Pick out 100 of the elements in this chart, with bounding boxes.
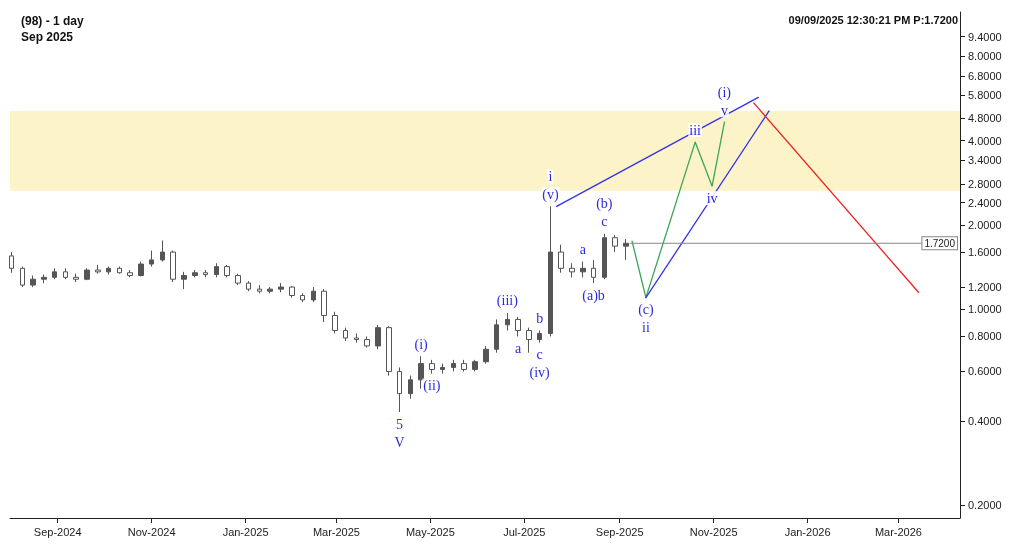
annotation: (i) — [717, 84, 732, 101]
candlestick — [375, 324, 381, 350]
text: Sep 2025 — [21, 30, 74, 44]
candlestick — [20, 266, 25, 288]
candlestick — [214, 262, 219, 278]
candlestick — [580, 261, 586, 278]
candlestick — [343, 327, 348, 342]
annotation: c — [601, 214, 608, 230]
candlestick — [440, 363, 445, 374]
annotation: ii — [642, 320, 650, 336]
candlestick — [494, 318, 499, 354]
x-tick-label: Sep-2025 — [595, 525, 644, 538]
x-tick-label: Mar-2026 — [874, 525, 922, 538]
candlestick — [170, 250, 176, 283]
candlestick — [397, 366, 402, 413]
candlestick — [483, 345, 489, 365]
candlestick — [386, 325, 392, 377]
candlestick — [84, 267, 90, 281]
candlestick — [192, 269, 198, 278]
candlestick — [300, 292, 305, 303]
y-tick-label: 4.8000 — [968, 112, 1002, 125]
candlestick — [602, 233, 607, 280]
candlestick — [181, 271, 187, 290]
x-tick-label: Jan-2025 — [222, 525, 269, 538]
candlestick — [526, 327, 532, 354]
x-tick-label: Sep-2024 — [33, 525, 82, 538]
x-tick-label: May-2025 — [405, 525, 455, 538]
line-series — [631, 121, 726, 299]
annotation: b — [536, 311, 544, 326]
candlestick — [267, 286, 273, 294]
y-tick-label: 8.0000 — [968, 50, 1002, 63]
candlestick — [537, 330, 542, 344]
annotation: 1.7200 — [924, 237, 956, 249]
annotation: a — [579, 242, 587, 258]
candlestick — [311, 286, 316, 303]
candlestick — [138, 261, 144, 277]
y-tick-label: 9.4000 — [968, 30, 1002, 43]
annotation: (b) — [596, 196, 613, 213]
candlestick — [106, 266, 111, 276]
candlestick — [418, 355, 424, 390]
candlestick — [321, 288, 327, 323]
x-tick-label: Mar-2025 — [312, 525, 360, 538]
candlestick — [408, 375, 413, 400]
candlestick — [515, 316, 521, 337]
candlestick — [257, 284, 262, 294]
x-tick-label: Nov-2025 — [689, 525, 738, 538]
chart-title: (98) - 1 day — [21, 14, 85, 28]
annotation: (iv) — [529, 365, 551, 382]
candlestick — [289, 285, 295, 299]
y-tick-label: 5.8000 — [968, 89, 1002, 102]
candlestick — [224, 264, 230, 278]
candlestick — [160, 239, 165, 263]
candlestick — [612, 234, 618, 253]
annotation: c — [536, 347, 543, 363]
candlestick — [246, 280, 251, 292]
candlestick — [451, 359, 456, 372]
candlestick — [117, 266, 122, 275]
y-tick-label: 6.8000 — [968, 69, 1002, 82]
annotation: iii — [689, 122, 702, 138]
candlestick — [203, 269, 208, 278]
y-tick-label: 2.4000 — [968, 196, 1002, 209]
candlestick — [149, 250, 154, 268]
candlestick — [429, 359, 435, 374]
y-tick-label: 0.8000 — [968, 330, 1002, 343]
annotation: (i) — [414, 336, 429, 353]
candlestick — [505, 312, 510, 331]
annotation: 5 — [396, 416, 404, 432]
x-tick-label: Nov-2024 — [127, 525, 176, 538]
annotation: v — [720, 102, 728, 118]
candlestick — [127, 269, 133, 278]
y-tick-label: 1.6000 — [968, 246, 1002, 259]
candlestick — [41, 274, 47, 284]
annotation: (iii) — [496, 293, 519, 310]
candlestick — [9, 251, 14, 274]
y-tick-label: 0.4000 — [968, 414, 1002, 427]
candlestick — [364, 335, 370, 349]
candlestick — [73, 273, 79, 283]
x-tick-label: Jul-2025 — [503, 525, 546, 538]
annotation: (v) — [542, 186, 559, 203]
candlestick — [52, 267, 57, 280]
candlestick — [354, 332, 359, 344]
candlestick — [558, 244, 564, 274]
candlestick — [30, 274, 36, 288]
candlestick — [472, 359, 478, 372]
candlestick — [548, 205, 553, 337]
y-tick-label: 4.0000 — [968, 134, 1002, 147]
candlestick — [623, 238, 629, 261]
annotation: V — [394, 434, 405, 450]
annotation: a — [514, 340, 522, 356]
candlestick — [278, 282, 284, 293]
y-tick-label: 0.2000 — [968, 499, 1002, 512]
candlestick — [332, 311, 338, 334]
y-tick-label: 1.2000 — [968, 281, 1002, 294]
annotation: i — [548, 168, 553, 184]
y-tick-label: 1.0000 — [968, 303, 1002, 316]
candlestick — [95, 264, 101, 275]
annotation: 09/09/2025 12:30:21 PM P:1.7200 — [788, 13, 959, 26]
y-tick-label: 0.6000 — [968, 365, 1002, 378]
annotation: iv — [706, 190, 718, 206]
candlestick — [235, 273, 241, 286]
